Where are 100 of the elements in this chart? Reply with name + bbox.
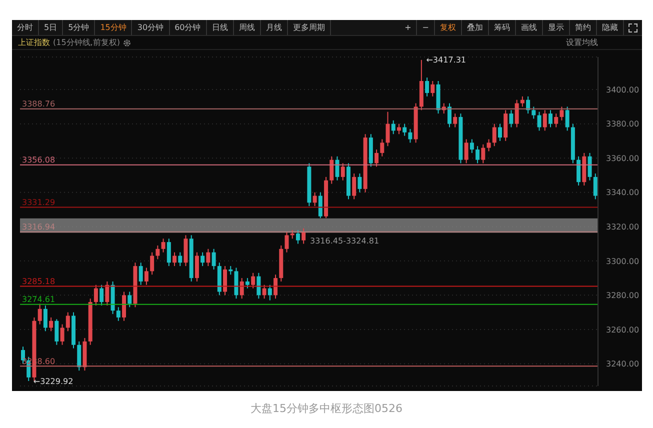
candlestick [470,138,474,154]
candlestick [256,272,261,300]
y-tick-label: 3340.00 [606,188,640,198]
candlestick [358,173,362,193]
candlestick [128,291,132,308]
candlestick [514,99,519,128]
candlestick [498,123,502,142]
ref-line-label: 3331.29 [22,198,56,207]
candlestick [77,340,82,372]
candlestick [245,278,250,289]
candlestick [49,316,54,332]
y-tick-label: 3260.00 [606,325,640,334]
candlestick [542,110,547,132]
candlestick [476,146,480,164]
y-tick-label: 3300.00 [606,256,640,266]
ref-line-label: 3285.18 [22,276,56,286]
candlestick [391,120,396,135]
chart-title: 上证指数 [18,37,50,48]
candlestick [122,291,126,322]
candlestick [284,231,289,253]
candlestick [60,324,64,346]
candlestick [223,266,228,296]
candlestick [509,110,514,128]
ref-line-label: 3356.08 [22,155,56,164]
text: 月线 [260,20,288,35]
text: 复权 [435,20,462,35]
candlestick [116,306,120,322]
candlestick [206,248,210,267]
candlestick [335,156,340,181]
candlestick [554,113,558,128]
y-tick-label: 3280.00 [606,291,640,300]
text: − [417,20,435,35]
band-label: 3316.45-3324.81 [310,236,380,246]
candlestick [430,80,435,97]
candlestick [565,106,570,132]
candlestick [374,149,379,168]
text: 大盘15分钟多中枢形态图0526 [250,401,404,416]
candlestick [43,304,48,332]
text: 隐藏 [597,20,624,35]
ref-line-label: 3316.94 [22,222,56,232]
text: 更多周期 [288,20,331,35]
chart-subtitle: (15分钟线,前复权) [53,37,120,48]
candlestick [150,252,154,276]
candlestick [520,96,524,108]
ref-line-label: 3274.61 [22,295,56,304]
text: 30分钟 [132,20,170,35]
ref-line-label: 3388.76 [22,99,56,108]
candlestick [105,280,110,306]
candlestick [262,284,266,300]
candlestick [94,284,98,306]
candlestick [464,138,468,164]
candlestick [504,110,508,142]
candlestick [312,192,317,207]
candlestick [38,303,42,325]
candlestick [548,110,552,128]
candlestick [352,173,356,200]
y-tick-label: 3240.00 [606,360,640,369]
candlestick [184,234,188,267]
text: 设置均线 [566,37,598,48]
text: 60分钟 [170,20,207,35]
candlestick [302,228,306,244]
candlestick [447,102,452,128]
candlestick [380,138,384,157]
text: + [400,20,418,35]
candlestick [172,252,177,267]
candlestick [251,272,256,289]
text: 日线 [206,20,234,35]
text: 画线 [516,20,543,35]
candlestick [318,192,322,219]
annotation: ←3229.92 [33,376,74,386]
candlestick [66,312,70,332]
text: 叠加 [462,20,489,35]
candlestick [330,156,334,184]
candlestick [425,77,430,97]
candlestick [532,106,536,120]
candlestick [593,173,598,200]
candlestick [296,230,300,244]
y-tick-label: 3380.00 [606,120,640,129]
candlestick [453,113,458,128]
candlestick [588,152,592,181]
candlestick [212,248,216,270]
candlestick [486,138,491,152]
candlestick [268,284,272,301]
text: 筹码 [489,20,516,35]
text: 周线 [234,20,261,35]
text: 5日 [39,20,64,35]
y-tick-label: 3360.00 [606,154,640,163]
candlestick [386,111,390,147]
y-tick-label: 3400.00 [606,85,640,94]
y-tick-label: 3320.00 [606,222,640,232]
candlestick [54,318,59,346]
candlestick [274,274,278,300]
candlestick [481,144,486,164]
candlestick [240,278,244,300]
candlestick [161,238,166,253]
candlestick [560,106,564,121]
candlestick [166,238,171,267]
text: 显示 [543,20,570,35]
candlestick [234,267,238,300]
annotation: ←3417.31 [426,56,466,65]
